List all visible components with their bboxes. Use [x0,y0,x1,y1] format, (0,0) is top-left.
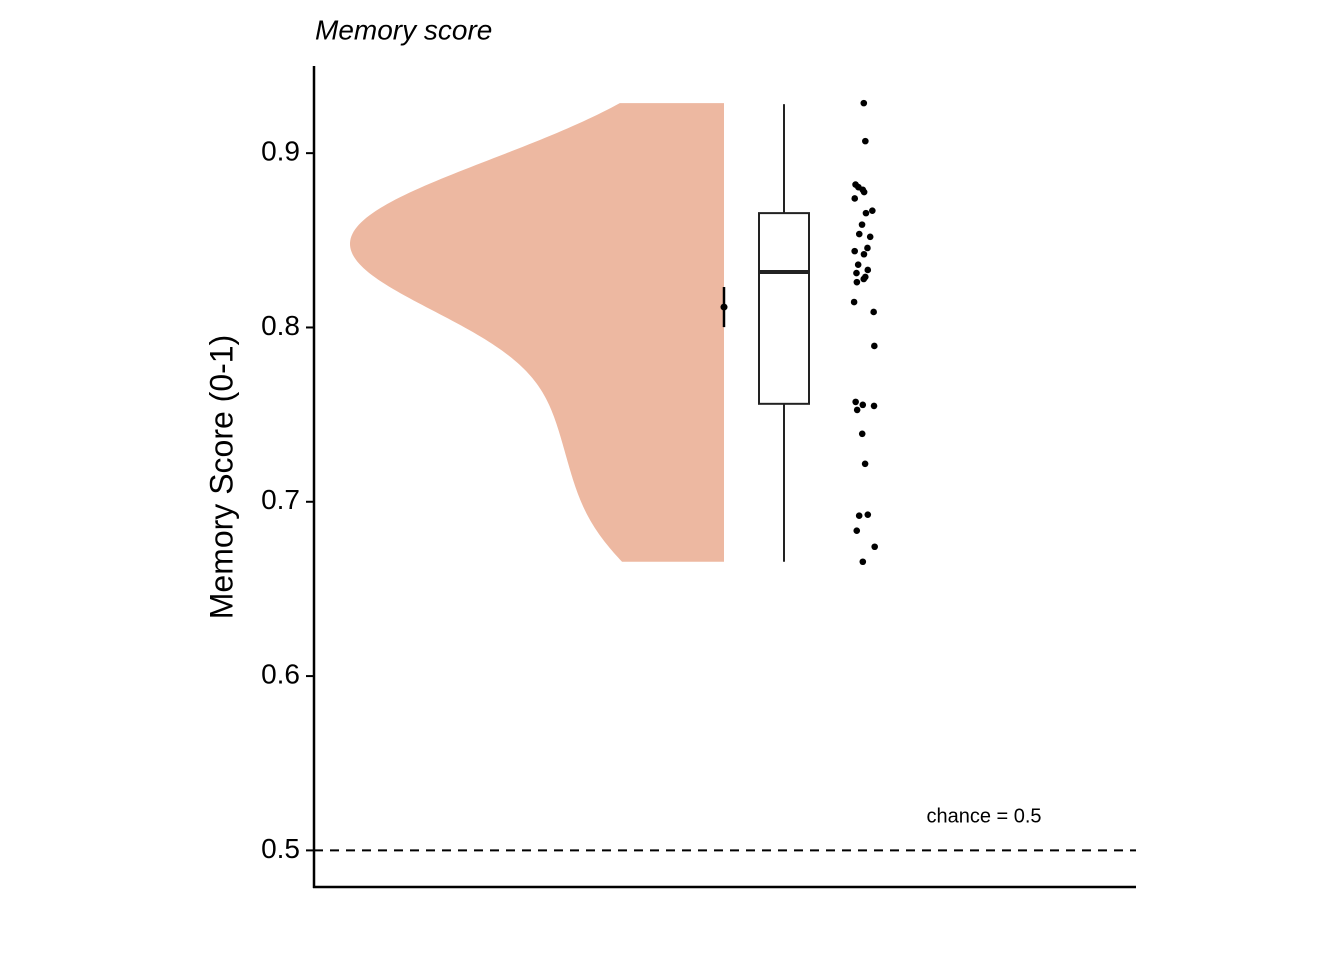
y-tick-label: 0.9 [261,136,300,167]
data-point [862,137,869,145]
data-point [851,195,859,202]
data-point [866,233,874,241]
data-point [860,99,868,107]
data-point [860,275,868,283]
box [758,212,810,405]
y-tick-label: 0.6 [261,658,300,689]
data-point [869,207,876,214]
y-tick-label: 0.5 [261,833,300,864]
data-point [850,298,858,306]
mean-point [720,303,728,311]
data-point [862,209,870,217]
data-point [853,269,860,277]
data-point [854,261,862,269]
data-point [855,230,863,238]
data-point [858,430,866,438]
data-point [864,511,872,518]
y-tick-label: 0.7 [261,484,300,515]
data-point [852,398,859,406]
data-point [851,247,858,255]
data-point [858,221,866,228]
y-tick-label: 0.8 [261,310,300,341]
data-point [859,558,867,566]
data-point [864,244,871,252]
data-point [860,250,868,258]
data-point [855,512,863,520]
data-point [871,543,878,551]
data-point [853,278,861,286]
data-point [859,401,867,409]
data-point [860,188,868,196]
data-point [853,527,861,535]
data-point [870,308,877,316]
data-point [853,406,861,414]
data-point [864,266,872,274]
violin [350,103,724,562]
y-axis-label: Memory Score (0-1) [203,335,239,620]
reference-label: chance = 0.5 [926,806,1041,828]
chart-title: Memory score [315,14,492,45]
data-point [871,342,878,350]
data-point [861,460,869,468]
data-point [870,402,878,410]
